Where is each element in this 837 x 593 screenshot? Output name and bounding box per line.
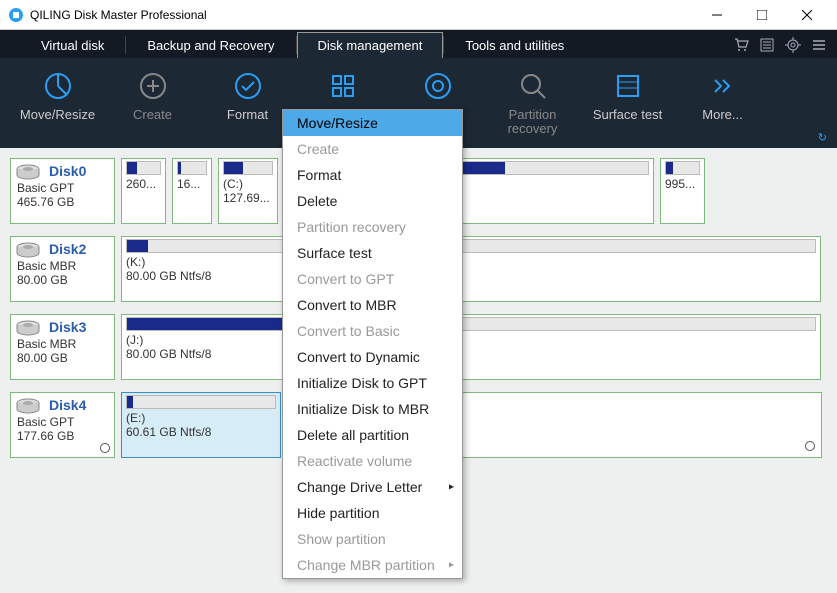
- menu-item-format[interactable]: Format: [283, 162, 462, 188]
- context-menu: Move/ResizeCreateFormatDeletePartition r…: [282, 109, 463, 579]
- window-title: QILING Disk Master Professional: [30, 8, 694, 22]
- tabbar: Virtual diskBackup and RecoveryDisk mana…: [0, 30, 837, 58]
- tool-icon: [612, 70, 644, 102]
- tab-virtual-disk[interactable]: Virtual disk: [20, 32, 125, 58]
- disk-icon: [15, 163, 41, 181]
- tool-create: Create: [105, 70, 200, 122]
- partition-letter: (J:): [126, 333, 816, 347]
- gear-icon[interactable]: [785, 37, 801, 58]
- disk-name: Disk4: [49, 397, 108, 413]
- tool-icon: [422, 70, 454, 102]
- disk-size: 80.00 GB: [17, 351, 108, 365]
- menu-icon[interactable]: [811, 37, 827, 58]
- disk-info[interactable]: Disk2 Basic MBR 80.00 GB: [10, 236, 115, 302]
- menu-item-delete-all-partition[interactable]: Delete all partition: [283, 422, 462, 448]
- disk-size: 465.76 GB: [17, 195, 108, 209]
- tool-surface-test[interactable]: Surface test: [580, 70, 675, 122]
- tool-more-[interactable]: More...: [675, 70, 770, 122]
- tool-partition: Partitionrecovery: [485, 70, 580, 137]
- disk-info[interactable]: Disk3 Basic MBR 80.00 GB: [10, 314, 115, 380]
- partition[interactable]: 16...: [172, 158, 212, 224]
- usage-bar: [126, 161, 161, 175]
- tool-icon: [232, 70, 264, 102]
- tool-icon: [137, 70, 169, 102]
- disk-size: 177.66 GB: [17, 429, 108, 443]
- maximize-button[interactable]: [739, 0, 784, 29]
- partition[interactable]: (E:) 60.61 GB Ntfs/8: [121, 392, 281, 458]
- tool-icon: [327, 70, 359, 102]
- cart-icon[interactable]: [733, 37, 749, 58]
- usage-bar: [126, 317, 816, 331]
- disk-name: Disk0: [49, 163, 108, 179]
- menu-item-delete[interactable]: Delete: [283, 188, 462, 214]
- usage-bar: [177, 161, 207, 175]
- menu-item-convert-to-gpt: Convert to GPT: [283, 266, 462, 292]
- disk-icon: [15, 397, 41, 415]
- menu-item-show-partition: Show partition: [283, 526, 462, 552]
- disk-icon: [15, 319, 41, 337]
- close-button[interactable]: [784, 0, 829, 29]
- partition-size: 995...: [665, 177, 700, 191]
- partition-size: 16...: [177, 177, 207, 191]
- menu-item-convert-to-basic: Convert to Basic: [283, 318, 462, 344]
- tool-icon: [42, 70, 74, 102]
- tool-format[interactable]: Format: [200, 70, 295, 122]
- usage-bar: [665, 161, 700, 175]
- menu-item-move-resize[interactable]: Move/Resize: [283, 110, 462, 136]
- menu-item-partition-recovery: Partition recovery: [283, 214, 462, 240]
- menu-item-surface-test[interactable]: Surface test: [283, 240, 462, 266]
- disk-type: Basic GPT: [17, 415, 108, 429]
- usage-bar: [223, 161, 273, 175]
- disk-mark-icon: [100, 443, 110, 453]
- partition-letter: (E:): [126, 411, 276, 425]
- partition-letter: (C:): [223, 177, 273, 191]
- tab-disk-management[interactable]: Disk management: [297, 32, 444, 58]
- minimize-button[interactable]: [694, 0, 739, 29]
- partition-size: 60.61 GB Ntfs/8: [126, 425, 276, 439]
- menu-item-convert-to-dynamic[interactable]: Convert to Dynamic: [283, 344, 462, 370]
- partition-size: 80.00 GB Ntfs/8: [126, 269, 816, 283]
- partition[interactable]: (J:) 80.00 GB Ntfs/8: [121, 314, 821, 380]
- disk-name: Disk3: [49, 319, 108, 335]
- partition[interactable]: (K:) 80.00 GB Ntfs/8: [121, 236, 821, 302]
- menu-item-convert-to-mbr[interactable]: Convert to MBR: [283, 292, 462, 318]
- titlebar: QILING Disk Master Professional: [0, 0, 837, 30]
- tool-icon: [707, 70, 739, 102]
- disk-name: Disk2: [49, 241, 108, 257]
- menu-item-reactivate-volume: Reactivate volume: [283, 448, 462, 474]
- menu-item-create: Create: [283, 136, 462, 162]
- menu-item-hide-partition[interactable]: Hide partition: [283, 500, 462, 526]
- disk-info[interactable]: Disk0 Basic GPT 465.76 GB: [10, 158, 115, 224]
- list-icon[interactable]: [759, 37, 775, 58]
- usage-bar: [126, 239, 816, 253]
- app-logo-icon: [8, 7, 24, 23]
- tool-move-resize[interactable]: Move/Resize: [10, 70, 105, 122]
- menu-item-change-drive-letter[interactable]: Change Drive Letter▸: [283, 474, 462, 500]
- partition[interactable]: 260...: [121, 158, 166, 224]
- partition-letter: (K:): [126, 255, 816, 269]
- partition[interactable]: 995...: [660, 158, 705, 224]
- usage-bar: [126, 395, 276, 409]
- disk-type: Basic MBR: [17, 337, 108, 351]
- tab-tools-and-utilities[interactable]: Tools and utilities: [444, 32, 585, 58]
- menu-item-initialize-disk-to-mbr[interactable]: Initialize Disk to MBR: [283, 396, 462, 422]
- refresh-icon[interactable]: ↻: [818, 131, 827, 144]
- disk-icon: [15, 241, 41, 259]
- disk-type: Basic GPT: [17, 181, 108, 195]
- menu-item-initialize-disk-to-gpt[interactable]: Initialize Disk to GPT: [283, 370, 462, 396]
- menu-item-change-mbr-partition: Change MBR partition▸: [283, 552, 462, 578]
- disk-info[interactable]: Disk4 Basic GPT 177.66 GB: [10, 392, 115, 458]
- submenu-arrow-icon: ▸: [449, 560, 454, 571]
- partition-size: 260...: [126, 177, 161, 191]
- tab-backup-and-recovery[interactable]: Backup and Recovery: [126, 32, 295, 58]
- disk-type: Basic MBR: [17, 259, 108, 273]
- submenu-arrow-icon: ▸: [449, 482, 454, 493]
- partition-size: 80.00 GB Ntfs/8: [126, 347, 816, 361]
- partition-size: 127.69...: [223, 191, 273, 205]
- disk-size: 80.00 GB: [17, 273, 108, 287]
- tool-icon: [517, 70, 549, 102]
- partition[interactable]: (C:) 127.69...: [218, 158, 278, 224]
- partition-mark-icon: [805, 441, 815, 451]
